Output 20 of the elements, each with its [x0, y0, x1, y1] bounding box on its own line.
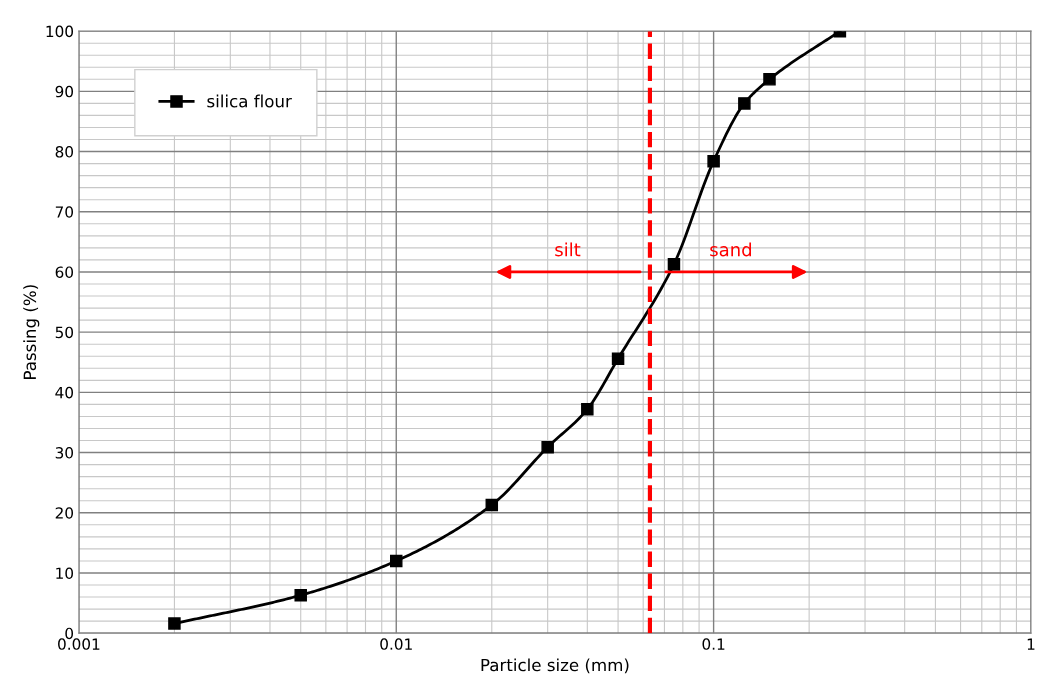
x-tick-label: 0.1	[702, 638, 725, 650]
y-tick-label: 60	[55, 266, 74, 278]
y-tick-label: 40	[55, 386, 74, 399]
y-tick-label: 30	[55, 447, 74, 459]
y-tick-label: 80	[55, 146, 74, 158]
y-tick-label: 100	[46, 25, 74, 38]
y-tick-label: 0	[65, 627, 74, 640]
x-tick-label: 0.01	[380, 638, 412, 650]
y-tick-label: 90	[55, 85, 74, 98]
y-tick-label: 50	[55, 326, 74, 339]
y-tick-label: 70	[55, 206, 74, 218]
annotation: sand	[710, 242, 751, 257]
annotation: silt	[555, 242, 581, 257]
y-tick-label: 20	[55, 507, 74, 519]
x-tick-label: 1	[1027, 638, 1035, 650]
x-tick-label: 0.001	[58, 638, 100, 650]
y-axis-title: Passing (%)	[23, 285, 40, 379]
legend-label: silica flour	[207, 94, 292, 108]
y-tick-label: 10	[56, 567, 74, 579]
x-axis-title: Particle size (mm)	[481, 658, 629, 674]
